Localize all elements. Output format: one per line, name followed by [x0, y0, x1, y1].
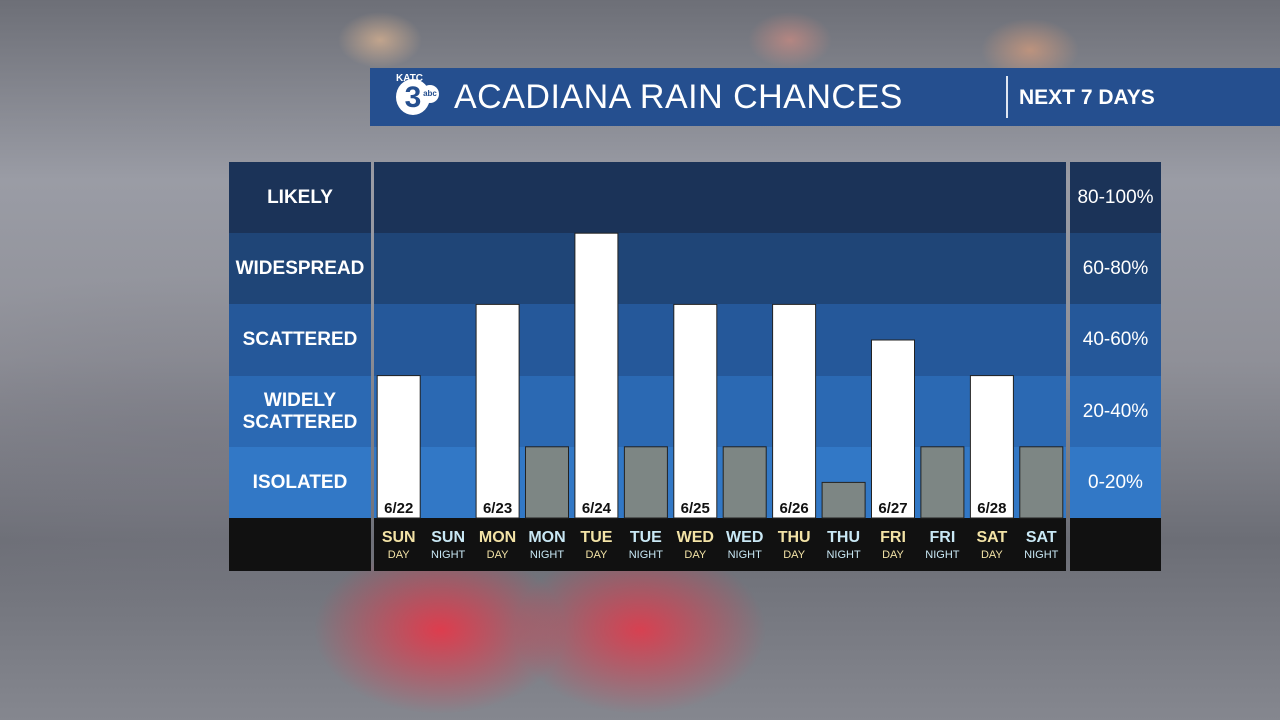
date-label-sun: 6/22 — [384, 500, 413, 517]
date-label-wed: 6/25 — [681, 500, 710, 517]
percentage-footer — [1070, 518, 1161, 571]
logo-network: abc — [421, 85, 439, 103]
bar-sat-day — [969, 375, 1014, 519]
tick-part-wed-day: DAY — [684, 549, 706, 561]
tick-day-mon-day: MON — [479, 529, 516, 546]
tick-day-sun-day: SUN — [382, 529, 416, 546]
date-label-sat: 6/28 — [977, 500, 1006, 517]
tick-part-fri-night: NIGHT — [925, 549, 960, 561]
bar-tue-night — [623, 446, 668, 519]
date-label-tue: 6/24 — [582, 500, 612, 517]
tick-day-wed-night: WED — [726, 529, 763, 546]
range-80-100: 80-100% — [1070, 162, 1161, 233]
range-60-80: 60-80% — [1070, 233, 1161, 304]
band-label-widespread: WIDESPREAD — [229, 233, 371, 304]
bar-fri-night — [920, 446, 965, 519]
date-label-fri: 6/27 — [878, 500, 907, 517]
bar-sat-night — [1019, 446, 1064, 519]
range-20-40: 20-40% — [1070, 376, 1161, 447]
station-logo: KATC 3 abc — [392, 73, 440, 121]
bar-mon-night — [525, 446, 569, 519]
tick-part-mon-night: NIGHT — [530, 549, 565, 561]
banner-divider — [1006, 76, 1008, 118]
band-label-scattered: SCATTERED — [229, 304, 371, 376]
tick-day-sat-night: SAT — [1026, 529, 1057, 546]
tick-day-thu-night: THU — [827, 529, 860, 546]
tick-part-sat-night: NIGHT — [1024, 549, 1059, 561]
bar-fri-day — [871, 339, 915, 519]
tick-day-fri-night: FRI — [930, 529, 956, 546]
logo-number: 3 — [396, 79, 430, 115]
chart-footer — [374, 518, 1066, 571]
bar-thu-day — [772, 303, 817, 519]
tick-part-thu-night: NIGHT — [826, 549, 861, 561]
tick-day-wed-day: WED — [677, 529, 714, 546]
page-subtitle: NEXT 7 DAYS — [1019, 86, 1155, 109]
page-title: ACADIANA RAIN CHANCES — [454, 78, 903, 116]
tick-part-mon-day: DAY — [487, 549, 509, 561]
band-label-widely-scattered: WIDELY SCATTERED — [229, 376, 371, 447]
labels-footer — [229, 518, 371, 571]
band-label-isolated: ISOLATED — [229, 447, 371, 518]
date-label-mon: 6/23 — [483, 500, 512, 517]
bar-sun-day — [376, 375, 421, 519]
range-0-20: 0-20% — [1070, 447, 1161, 518]
tick-day-sun-night: SUN — [431, 529, 465, 546]
tick-part-sat-day: DAY — [981, 549, 1003, 561]
logo-katc-text: KATC — [396, 73, 423, 84]
date-label-thu: 6/26 — [780, 500, 809, 517]
bar-thu-night — [821, 481, 866, 519]
tick-day-tue-day: TUE — [580, 529, 612, 546]
tick-part-sun-day: DAY — [388, 549, 410, 561]
tick-part-fri-day: DAY — [882, 549, 904, 561]
tick-day-thu-day: THU — [778, 529, 811, 546]
tick-day-mon-night: MON — [528, 529, 565, 546]
tick-part-tue-night: NIGHT — [629, 549, 664, 561]
category-labels-panel: LIKELY WIDESPREAD SCATTERED WIDELY SCATTE… — [229, 162, 371, 571]
bar-wed-day — [673, 303, 718, 519]
bar-mon-day — [475, 303, 520, 519]
rain-chance-chart: 6/22 SUN DAY SUN NIGHT 6/23 MON DAY MON NIGHT 6/24… — [374, 162, 1066, 571]
tick-part-tue-day: DAY — [586, 549, 608, 561]
tick-part-wed-night: NIGHT — [728, 549, 763, 561]
tick-day-sat-day: SAT — [976, 529, 1007, 546]
bar-wed-night — [722, 446, 767, 519]
tick-day-fri-day: FRI — [880, 529, 906, 546]
tick-day-tue-night: TUE — [630, 529, 662, 546]
chart-band-0 — [374, 162, 1066, 233]
range-40-60: 40-60% — [1070, 304, 1161, 376]
tick-part-thu-day: DAY — [783, 549, 805, 561]
bar-tue-day — [574, 232, 619, 519]
chart-band-1 — [374, 233, 1066, 304]
percentage-panel: 80-100% 60-80% 40-60% 20-40% 0-20% — [1070, 162, 1161, 571]
band-label-likely: LIKELY — [229, 162, 371, 233]
title-banner: KATC 3 abc ACADIANA RAIN CHANCES NEXT 7 … — [370, 68, 1280, 126]
tick-part-sun-night: NIGHT — [431, 549, 466, 561]
